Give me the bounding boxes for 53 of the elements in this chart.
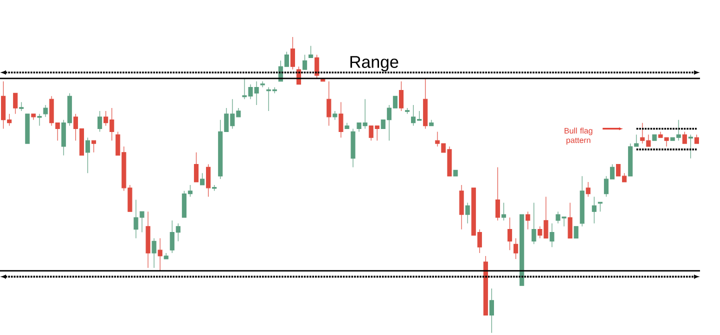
candlestick	[43, 104, 48, 118]
candlestick	[338, 102, 344, 138]
candlestick	[489, 288, 494, 334]
ref-line-label: Range	[350, 56, 398, 72]
candlestick	[302, 54, 308, 70]
candlestick	[526, 211, 530, 230]
candlestick	[423, 78, 428, 130]
candlestick	[308, 46, 314, 58]
candlestick	[592, 196, 596, 224]
candlestick	[332, 110, 338, 120]
candlestick	[459, 184, 464, 230]
candlestick	[568, 202, 572, 239]
candlestick	[152, 238, 156, 268]
candlestick	[314, 54, 320, 79]
candlestick	[694, 134, 699, 144]
candlestick	[164, 252, 168, 260]
candlestick	[344, 122, 350, 130]
candlestick	[146, 211, 150, 268]
candlestick	[465, 202, 470, 224]
candlestick	[19, 102, 24, 112]
candlestick	[501, 202, 506, 221]
candlestick	[532, 202, 536, 244]
candlestick	[13, 92, 18, 114]
candlestick	[514, 238, 518, 260]
candlestick	[574, 226, 578, 239]
candlestick	[580, 176, 584, 227]
candlestick	[91, 140, 96, 153]
candlestick	[212, 184, 217, 192]
candlestick	[200, 172, 205, 186]
candlestick	[25, 114, 30, 144]
candlestick	[206, 164, 211, 198]
candlestick	[158, 238, 162, 272]
candlestick	[586, 182, 590, 198]
candlestick	[97, 110, 102, 132]
candlestick	[550, 223, 554, 248]
candlestick	[520, 214, 524, 286]
candlestick	[483, 256, 488, 316]
candlestick	[37, 114, 42, 126]
candlestick	[398, 81, 404, 112]
candlestick	[507, 217, 512, 250]
candlestick	[326, 81, 332, 126]
candlestick	[260, 81, 265, 88]
candlestick	[453, 170, 458, 176]
candlestick	[194, 152, 199, 182]
candlestick	[404, 108, 410, 114]
candlestick	[495, 166, 500, 221]
candlestick	[290, 36, 296, 70]
candlestick	[682, 131, 687, 144]
candlestick	[350, 128, 356, 168]
candlestick	[85, 137, 90, 174]
candlestick	[652, 134, 657, 141]
candlestick	[429, 120, 434, 126]
candlestick	[31, 114, 36, 120]
